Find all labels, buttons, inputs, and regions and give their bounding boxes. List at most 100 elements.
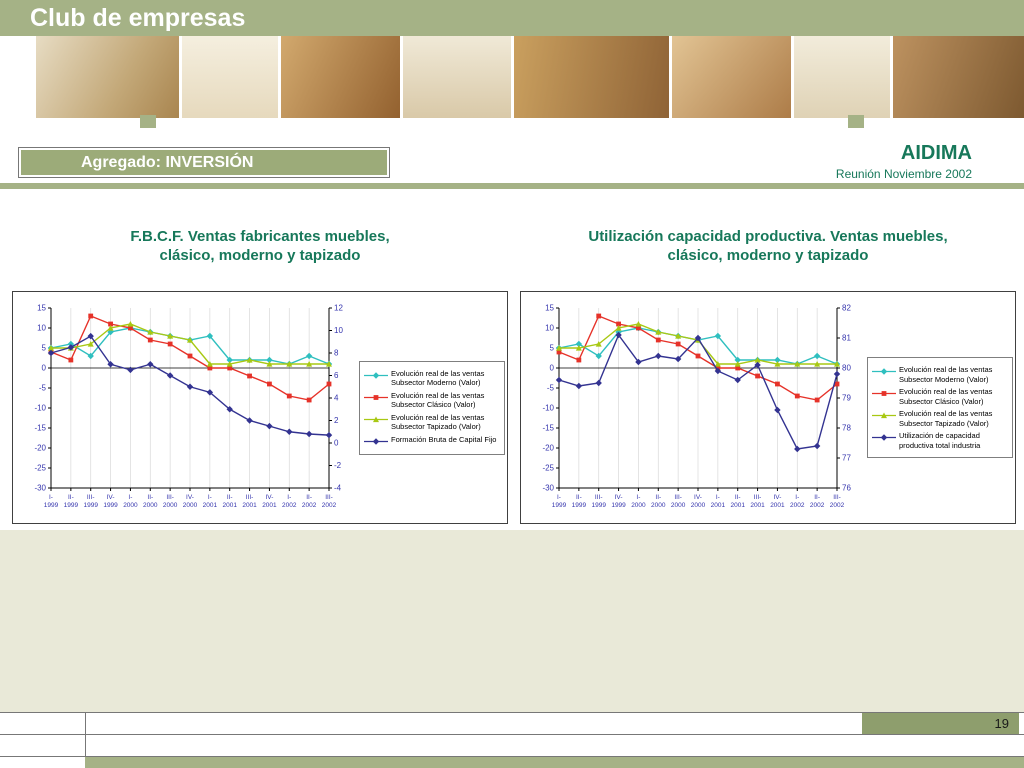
svg-text:2001: 2001 — [203, 502, 218, 509]
org-name: AIDIMA — [900, 142, 972, 164]
chart-title-line: clásico, moderno y tapizado — [667, 247, 869, 264]
svg-text:5: 5 — [42, 343, 47, 352]
svg-text:80: 80 — [842, 363, 851, 372]
svg-text:1999: 1999 — [103, 502, 118, 509]
svg-text:2000: 2000 — [163, 502, 178, 509]
svg-text:2000: 2000 — [183, 502, 198, 509]
line-chart-left: 151050-5-10-15-20-25-30121086420-2-4I-19… — [34, 303, 343, 509]
svg-text:15: 15 — [37, 303, 46, 312]
line-chart-right: 151050-5-10-15-20-25-3082818079787776I-1… — [542, 303, 851, 509]
chart-panel-left: 15 10 5 0 -5 -10 -15 -20 -25 -30 12 10 8 6 4 2 0 -2 -4 I- 19… — [12, 291, 508, 524]
aggregate-label: Agregado: INVERSIÓN — [18, 147, 390, 178]
svg-text:2001: 2001 — [262, 502, 277, 509]
photo — [182, 36, 278, 118]
photo — [36, 36, 180, 118]
svg-text:2002: 2002 — [282, 502, 297, 509]
svg-text:2001: 2001 — [711, 502, 726, 509]
svg-text:IV-: IV- — [773, 494, 781, 501]
svg-text:0: 0 — [334, 438, 339, 447]
legend-label: Formación Bruta de Capital Fijo — [391, 434, 497, 444]
svg-text:IV-: IV- — [615, 494, 623, 501]
svg-text:II-: II- — [306, 494, 312, 501]
page-number: 19 — [862, 713, 1019, 734]
svg-text:-10: -10 — [542, 403, 554, 412]
svg-text:III-: III- — [754, 494, 762, 501]
footer-divider — [85, 712, 86, 756]
legend-item: Evolución real de las ventas Subsector Mo… — [363, 369, 501, 388]
legend-item: Evolución real de las ventas Subsector Cl… — [871, 387, 1009, 406]
svg-text:-10: -10 — [34, 403, 46, 412]
svg-text:0: 0 — [42, 363, 47, 372]
photo — [794, 36, 890, 118]
svg-text:-25: -25 — [34, 463, 46, 472]
svg-text:6: 6 — [334, 371, 339, 380]
legend-marker-icon — [872, 434, 896, 441]
svg-text:10: 10 — [334, 326, 343, 335]
svg-text:IV-: IV- — [107, 494, 115, 501]
svg-text:III-: III- — [674, 494, 682, 501]
svg-text:15: 15 — [545, 303, 554, 312]
legend-item: Evolución real de las ventas Subsector Ta… — [363, 413, 501, 432]
svg-text:2000: 2000 — [651, 502, 666, 509]
slide-title: Club de empresas — [30, 4, 246, 32]
svg-text:1999: 1999 — [44, 502, 59, 509]
legend-marker-icon — [872, 391, 896, 396]
svg-text:III-: III- — [87, 494, 95, 501]
svg-text:2001: 2001 — [730, 502, 745, 509]
photo — [403, 36, 511, 118]
svg-text:I-: I- — [795, 494, 799, 501]
svg-text:I-: I- — [557, 494, 561, 501]
svg-text:-30: -30 — [34, 483, 46, 492]
svg-text:II-: II- — [147, 494, 153, 501]
svg-text:2001: 2001 — [222, 502, 237, 509]
legend-label: Evolución real de las ventas Subsector Cl… — [899, 387, 993, 406]
svg-text:I-: I- — [716, 494, 720, 501]
legend-marker-icon — [872, 368, 896, 375]
chart-title-left: F.B.C.F. Ventas fabricantes muebles, clá… — [12, 227, 508, 265]
svg-text:1999: 1999 — [572, 502, 587, 509]
legend-marker-icon — [364, 416, 388, 422]
decor-square — [848, 115, 864, 128]
chart-title-line: clásico, moderno y tapizado — [159, 247, 361, 264]
chart-title-right: Utilización capacidad productiva. Ventas… — [520, 227, 1016, 265]
svg-text:1999: 1999 — [591, 502, 606, 509]
footer-band — [85, 757, 1024, 768]
legend-marker-icon — [364, 371, 388, 379]
content-background — [0, 530, 1024, 712]
chart-title-line: F.B.C.F. Ventas fabricantes muebles, — [130, 228, 390, 245]
chart-title-line: Utilización capacidad productiva. Ventas… — [588, 228, 948, 245]
org-block: AIDIMA Reunión Noviembre 2002 — [836, 142, 972, 181]
svg-text:I-: I- — [128, 494, 132, 501]
photo — [671, 36, 792, 118]
legend-marker-icon — [364, 437, 388, 445]
svg-text:II-: II- — [68, 494, 74, 501]
svg-text:I-: I- — [49, 494, 53, 501]
svg-text:2001: 2001 — [770, 502, 785, 509]
svg-text:-20: -20 — [34, 443, 46, 452]
svg-text:I-: I- — [636, 494, 640, 501]
photo — [892, 36, 1024, 118]
svg-text:-5: -5 — [547, 383, 555, 392]
svg-text:III-: III- — [166, 494, 174, 501]
svg-text:76: 76 — [842, 483, 851, 492]
svg-text:0: 0 — [550, 363, 555, 372]
svg-text:-2: -2 — [334, 461, 342, 470]
chart-legend: Evolución real de las ventas Subsector Mo… — [867, 357, 1013, 458]
svg-text:III-: III- — [833, 494, 841, 501]
legend-item: Utilización de capacidad productiva total… — [871, 431, 1009, 450]
svg-text:8: 8 — [334, 348, 339, 357]
legend-item: Evolución real de las ventas Subsector Mo… — [871, 365, 1009, 384]
svg-text:-30: -30 — [542, 483, 554, 492]
svg-text:2: 2 — [334, 416, 339, 425]
svg-text:II-: II- — [227, 494, 233, 501]
svg-text:2002: 2002 — [322, 502, 337, 509]
svg-text:II-: II- — [655, 494, 661, 501]
svg-text:-25: -25 — [542, 463, 554, 472]
svg-text:2000: 2000 — [691, 502, 706, 509]
svg-text:-15: -15 — [34, 423, 46, 432]
svg-text:1999: 1999 — [552, 502, 567, 509]
svg-text:2002: 2002 — [830, 502, 845, 509]
svg-text:2001: 2001 — [750, 502, 765, 509]
svg-text:77: 77 — [842, 453, 851, 462]
svg-text:2000: 2000 — [143, 502, 158, 509]
